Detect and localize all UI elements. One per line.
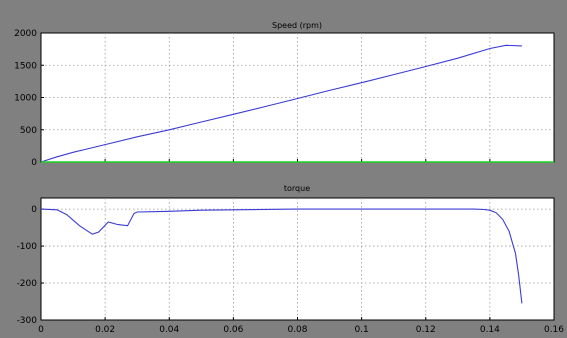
speed-speed-line (40, 44, 522, 163)
torque-x-tick-label: 0.04 (159, 325, 179, 335)
torque-x-tick-label: 0 (38, 325, 44, 335)
torque-y-tick-label: -300 (17, 316, 38, 326)
torque-x-tick-label: 0.16 (544, 325, 564, 335)
speed-axes: Speed (rpm) 0 500 1000 1500 2000 (14, 21, 555, 168)
speed-y-tick-label: 500 (20, 126, 37, 136)
torque-x-tick-label: 0.14 (480, 325, 500, 335)
torque-grid (40, 198, 555, 321)
speed-series (40, 44, 554, 163)
speed-y-tick-label: 2000 (14, 29, 37, 39)
speed-y-tick-label: 0 (31, 158, 37, 168)
torque-y-tick-label: 0 (31, 205, 37, 215)
speed-y-tick-label: 1000 (14, 94, 37, 104)
torque-torque-line (40, 208, 523, 304)
speed-y-ticks: 0 500 1000 1500 2000 (14, 29, 37, 168)
torque-y-tick-label: -100 (17, 242, 38, 252)
torque-x-tick-label: 0.02 (95, 325, 115, 335)
torque-y-ticks: 0 -100 -200 -300 (17, 205, 38, 326)
torque-y-tick-label: -200 (17, 279, 38, 289)
torque-title: torque (284, 184, 310, 193)
torque-x-tick-label: 0.06 (223, 325, 243, 335)
speed-title: Speed (rpm) (272, 21, 322, 30)
torque-series (40, 208, 523, 304)
torque-axes: torque 0 -100 -200 -300 0 0.02 0.04 0.06 0.08 0.… (17, 184, 565, 335)
torque-x-ticks: 0 0.02 0.04 0.06 0.08 0.1 0.12 0.14 0.16 (38, 325, 564, 335)
torque-x-tick-label: 0.08 (287, 325, 307, 335)
torque-x-tick-label: 0.12 (416, 325, 436, 335)
speed-y-tick-label: 1500 (14, 61, 37, 71)
torque-x-tick-label: 0.1 (354, 325, 368, 335)
